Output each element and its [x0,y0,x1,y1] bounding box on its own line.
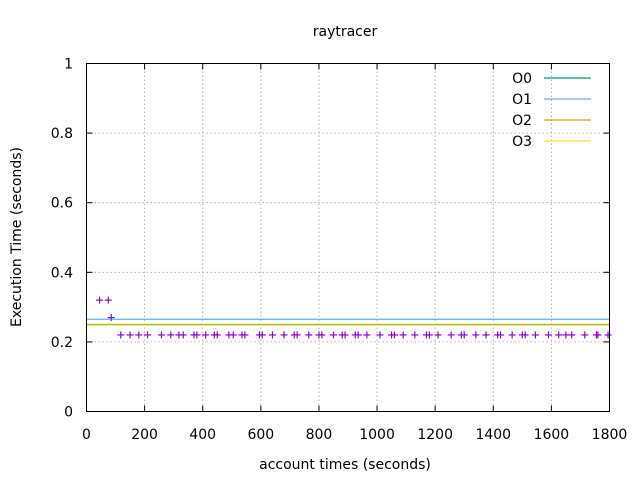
y-tick-labels: 0 0.2 0.4 0.6 0.8 1 [51,57,73,421]
series-lines [86,318,610,326]
scatter-point [363,331,371,339]
y-tick-label: 0.8 [51,126,73,142]
chart-title: raytracer [313,24,378,40]
scatter-point [497,331,505,339]
scatter-point [521,331,529,339]
scatter-point [390,331,398,339]
legend: O0 O1 O2 O3 [512,71,591,150]
x-tick-label: 400 [189,427,216,443]
scatter-point [157,331,165,339]
scatter-point [399,331,407,339]
scatter-point [376,331,384,339]
x-tick-label: 1800 [592,427,628,443]
y-axis-title: Execution Time (seconds) [9,147,25,327]
scatter-point [241,331,249,339]
scatter-point [329,331,337,339]
scatter-point [193,331,201,339]
x-tick-label: 600 [247,427,274,443]
y-tick-label: 0.6 [51,196,73,212]
scatter-point [117,331,125,339]
x-tick-label: 1400 [475,427,511,443]
y-tick-label: 0.4 [51,265,73,281]
y-tick-label: 0.2 [51,335,73,351]
scatter-point [293,331,301,339]
scatter-point [341,331,349,339]
x-tick-label: 1200 [417,427,453,443]
scatter-point [594,331,602,339]
scatter-point [460,331,468,339]
y-tick-label: 0 [64,405,73,421]
x-tick-label: 800 [306,427,333,443]
scatter-point [531,331,539,339]
scatter-point [447,331,455,339]
scatter-point [354,331,362,339]
scatter-point [604,331,612,339]
scatter-point [107,314,115,322]
x-tick-label: 0 [82,427,91,443]
scatter-point [318,331,326,339]
scatter-point [144,331,152,339]
x-tick-label: 200 [131,427,158,443]
scatter-point [305,331,313,339]
scatter-point [581,331,589,339]
scatter-point [258,331,266,339]
scatter-point [482,331,490,339]
scatter-point [555,331,563,339]
scatter-point [434,331,442,339]
tick-marks [86,63,610,412]
x-tick-labels: 0 200 400 600 800 1000 1200 1400 1600 1800 [82,427,627,443]
scatter-point [568,331,576,339]
plot-frame [86,63,610,412]
x-axis-title: account times (seconds) [259,457,431,473]
scatter-point [96,296,104,304]
scatter-point [135,331,143,339]
legend-label-o1: O1 [512,92,532,108]
y-tick-label: 1 [64,57,73,73]
scatter-point [508,331,516,339]
scatter-point [411,331,419,339]
x-tick-label: 1000 [359,427,395,443]
legend-label-o3: O3 [512,134,532,150]
scatter-markers [96,296,612,339]
x-tick-label: 1600 [534,427,570,443]
scatter-point [229,331,237,339]
scatter-point [472,331,480,339]
scatter-point [425,331,433,339]
scatter-point [104,296,112,304]
scatter-point [280,331,288,339]
scatter-point [202,331,210,339]
scatter-point [179,331,187,339]
scatter-point [167,331,175,339]
legend-label-o2: O2 [512,113,532,129]
scatter-point [268,331,276,339]
scatter-point [213,331,221,339]
grid-lines [86,63,610,412]
scatter-point [126,331,134,339]
legend-label-o0: O0 [512,71,532,87]
scatter-point [544,331,552,339]
